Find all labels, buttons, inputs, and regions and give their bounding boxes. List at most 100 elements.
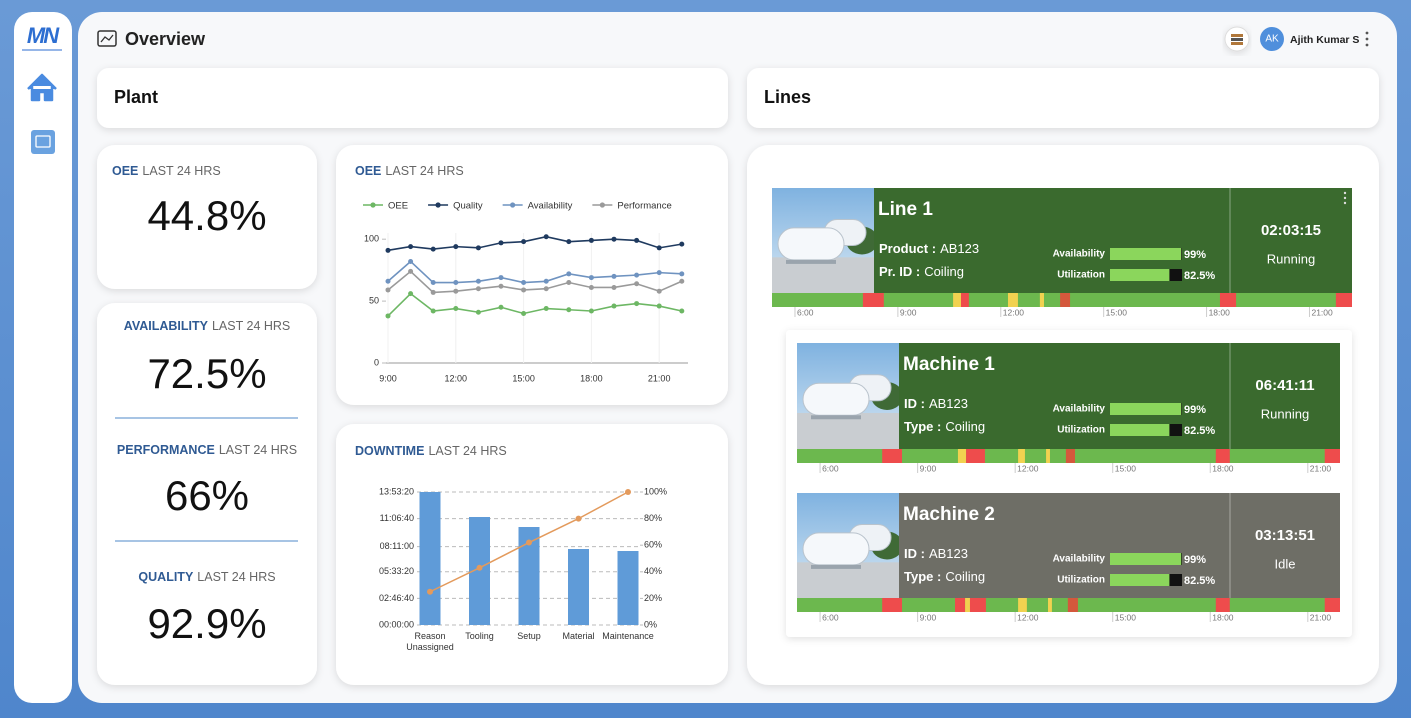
y-tick-label: 05:33:20 [379,566,414,576]
plant-header [97,68,728,128]
card-photo [772,188,878,293]
y-tick-label: 13:53:20 [379,486,414,496]
point [475,245,481,251]
point [634,281,640,287]
point [679,271,685,277]
x-tick-label: 18:00 [580,373,603,383]
point [475,286,481,292]
timeline-segment [1215,449,1230,463]
field-value: AB123 [940,241,979,256]
field-label: Pr. ID : [879,264,920,279]
kpi-period: LAST 24 HRS [219,443,297,457]
timeline-tick-label: 9:00 [900,307,917,317]
overview-icon-line [100,34,114,43]
kpi-header: AVAILABILITY LAST 24 HRS [124,319,291,333]
status: Idle [1275,556,1296,571]
timeline-segment [862,293,884,307]
x-tick-label: Reason Unassigned [406,631,454,652]
point [385,287,391,293]
metric-bar [1110,424,1170,436]
metric-bar [1110,574,1170,586]
y-tick-label: 11:06:40 [380,513,414,523]
card-title: Line 1 [878,199,933,220]
legend-dot [599,202,605,208]
point [385,247,391,253]
kpi-name: PERFORMANCE [117,443,215,457]
timeline-tick-label: 21:00 [1310,612,1332,622]
status: Running [1267,251,1315,266]
point [521,239,527,245]
timeline-tick-label: 9:00 [920,463,937,473]
x-label-box: Material [562,631,595,641]
field-value: Coiling [945,419,985,434]
field-value: AB123 [929,396,968,411]
overview-nav[interactable] [31,130,55,154]
legend-label: Quality [453,201,483,212]
timeline-segment [1067,598,1078,612]
kpi-name: OEE [112,164,138,178]
timeline-segment [1335,293,1352,307]
point [430,280,436,286]
card-menu[interactable] [1343,191,1347,205]
menu-button[interactable] [1365,31,1369,47]
legend-dot [370,202,376,208]
metric-value: 99% [1184,249,1206,261]
chart-title: OEE LAST 24 HRS [355,164,464,178]
series-line [387,260,682,284]
point [588,237,594,243]
metric-bar [1110,553,1182,565]
point [498,240,504,246]
point [634,237,640,243]
y-tick-label: 100 [364,234,379,244]
card-photo [797,493,903,598]
point [408,244,414,250]
settings-icon [1231,42,1243,45]
timeline-segment [1018,598,1027,612]
timeline-segment [1060,293,1071,307]
timeline-tick-label: 18:00 [1212,612,1234,622]
metric-bar [1110,248,1182,260]
point [385,278,391,284]
point [566,239,572,245]
point [521,280,527,286]
timeline-segment [1018,449,1025,463]
timeline-segment [1007,293,1018,307]
legend-label: Performance [617,201,671,212]
legend-dot [510,202,516,208]
kpi-value: 44.8% [147,192,266,239]
field-value: Coiling [924,264,964,279]
home-icon[interactable] [27,73,57,102]
timeline-tick-label: 6:00 [822,612,839,622]
point [634,272,640,278]
point [521,310,527,316]
point [408,291,414,297]
timeline-tick-label: 21:00 [1311,307,1333,317]
chart-subtitle: LAST 24 HRS [385,164,463,178]
x-tick-label: 21:00 [648,373,671,383]
card-field: Pr. ID : Coiling [879,264,964,279]
point [566,307,572,313]
status: Running [1261,406,1309,421]
point [430,308,436,314]
y-tick-label: 00:00:00 [379,619,414,629]
bar [617,550,639,625]
avatar[interactable] [1260,27,1284,51]
timeline-tick-label: 18:00 [1212,463,1234,473]
card-title: Machine 1 [903,354,995,375]
point [611,273,617,279]
metric-label: Utilization [1057,425,1105,436]
metric-value: 82.5% [1184,575,1215,587]
settings-icon [1231,34,1243,37]
x-tick-label: Material [562,631,595,641]
point [475,309,481,315]
kpi-card [97,145,317,289]
timeline-segment [1324,598,1340,612]
timeline-tick-label: 12:00 [1003,307,1025,317]
duration: 02:03:15 [1261,222,1321,239]
timeline-tick-label: 18:00 [1209,307,1231,317]
timeline-segment [1065,449,1076,463]
photo-tank [777,227,845,261]
metric-value: 99% [1184,554,1206,566]
metric-value: 82.5% [1184,425,1215,437]
user-name[interactable]: Ajith Kumar S [1290,34,1359,46]
